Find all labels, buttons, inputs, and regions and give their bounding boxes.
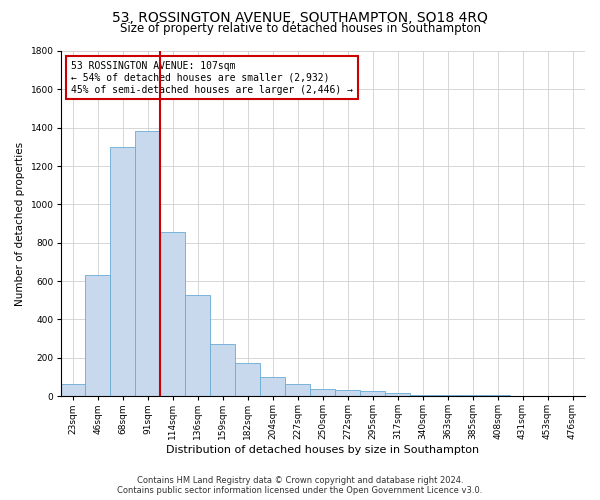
Bar [160, 232, 185, 396]
Bar [335, 390, 360, 396]
Text: Size of property relative to detached houses in Southampton: Size of property relative to detached ho… [119, 22, 481, 35]
Bar [385, 392, 410, 396]
Bar [235, 362, 260, 396]
X-axis label: Distribution of detached houses by size in Southampton: Distribution of detached houses by size … [166, 445, 479, 455]
Text: Contains HM Land Registry data © Crown copyright and database right 2024.
Contai: Contains HM Land Registry data © Crown c… [118, 476, 482, 495]
Bar [260, 377, 285, 396]
Y-axis label: Number of detached properties: Number of detached properties [15, 142, 25, 306]
Bar [485, 395, 510, 396]
Bar [360, 392, 385, 396]
Bar [410, 395, 435, 396]
Bar [85, 276, 110, 396]
Bar [136, 130, 160, 396]
Bar [211, 344, 235, 396]
Text: 53, ROSSINGTON AVENUE, SOUTHAMPTON, SO18 4RQ: 53, ROSSINGTON AVENUE, SOUTHAMPTON, SO18… [112, 11, 488, 25]
Bar [285, 384, 310, 396]
Text: 53 ROSSINGTON AVENUE: 107sqm
← 54% of detached houses are smaller (2,932)
45% of: 53 ROSSINGTON AVENUE: 107sqm ← 54% of de… [71, 62, 353, 94]
Bar [460, 395, 485, 396]
Bar [61, 384, 85, 396]
Bar [310, 390, 335, 396]
Bar [185, 296, 211, 396]
Bar [110, 147, 136, 396]
Bar [435, 395, 460, 396]
